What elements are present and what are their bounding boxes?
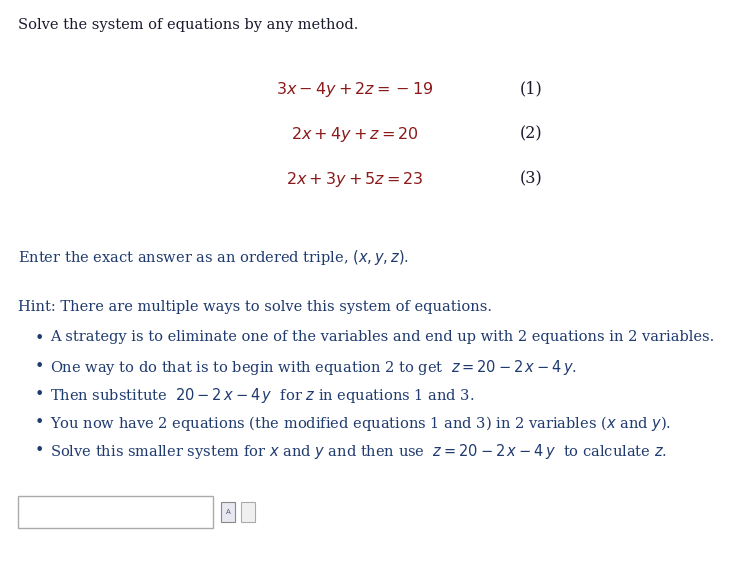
Text: •: • <box>35 442 44 459</box>
Text: Solve this smaller system for $x$ and $y$ and then use  $z = 20 - 2\,x - 4\,y$  : Solve this smaller system for $x$ and $y… <box>50 442 667 461</box>
Text: $2x + 3y + 5z = 23$: $2x + 3y + 5z = 23$ <box>286 170 424 189</box>
Text: $2x + 4y + z = 20$: $2x + 4y + z = 20$ <box>291 125 419 144</box>
Text: •: • <box>35 330 44 347</box>
Text: •: • <box>35 386 44 403</box>
Text: $3x - 4y + 2z = -19$: $3x - 4y + 2z = -19$ <box>276 80 433 99</box>
FancyBboxPatch shape <box>241 502 255 522</box>
FancyBboxPatch shape <box>221 502 235 522</box>
FancyBboxPatch shape <box>18 496 213 528</box>
Text: (3): (3) <box>520 170 542 187</box>
Text: A strategy is to eliminate one of the variables and end up with 2 equations in 2: A strategy is to eliminate one of the va… <box>50 330 714 344</box>
Text: Hint: There are multiple ways to solve this system of equations.: Hint: There are multiple ways to solve t… <box>18 300 492 314</box>
Text: (2): (2) <box>520 125 542 142</box>
Text: One way to do that is to begin with equation 2 to get  $z = 20 - 2\,x - 4\,y$.: One way to do that is to begin with equa… <box>50 358 577 377</box>
Text: Then substitute  $20 - 2\,x - 4\,y$  for $z$ in equations 1 and 3.: Then substitute $20 - 2\,x - 4\,y$ for $… <box>50 386 474 405</box>
Text: •: • <box>35 358 44 375</box>
Text: Solve the system of equations by any method.: Solve the system of equations by any met… <box>18 18 359 32</box>
Text: (1): (1) <box>520 80 542 97</box>
Text: A: A <box>225 509 230 515</box>
Text: Enter the exact answer as an ordered triple, $(x, y, z)$.: Enter the exact answer as an ordered tri… <box>18 248 409 267</box>
Text: •: • <box>35 414 44 431</box>
Text: You now have 2 equations (the modified equations 1 and 3) in 2 variables ($x$ an: You now have 2 equations (the modified e… <box>50 414 671 433</box>
